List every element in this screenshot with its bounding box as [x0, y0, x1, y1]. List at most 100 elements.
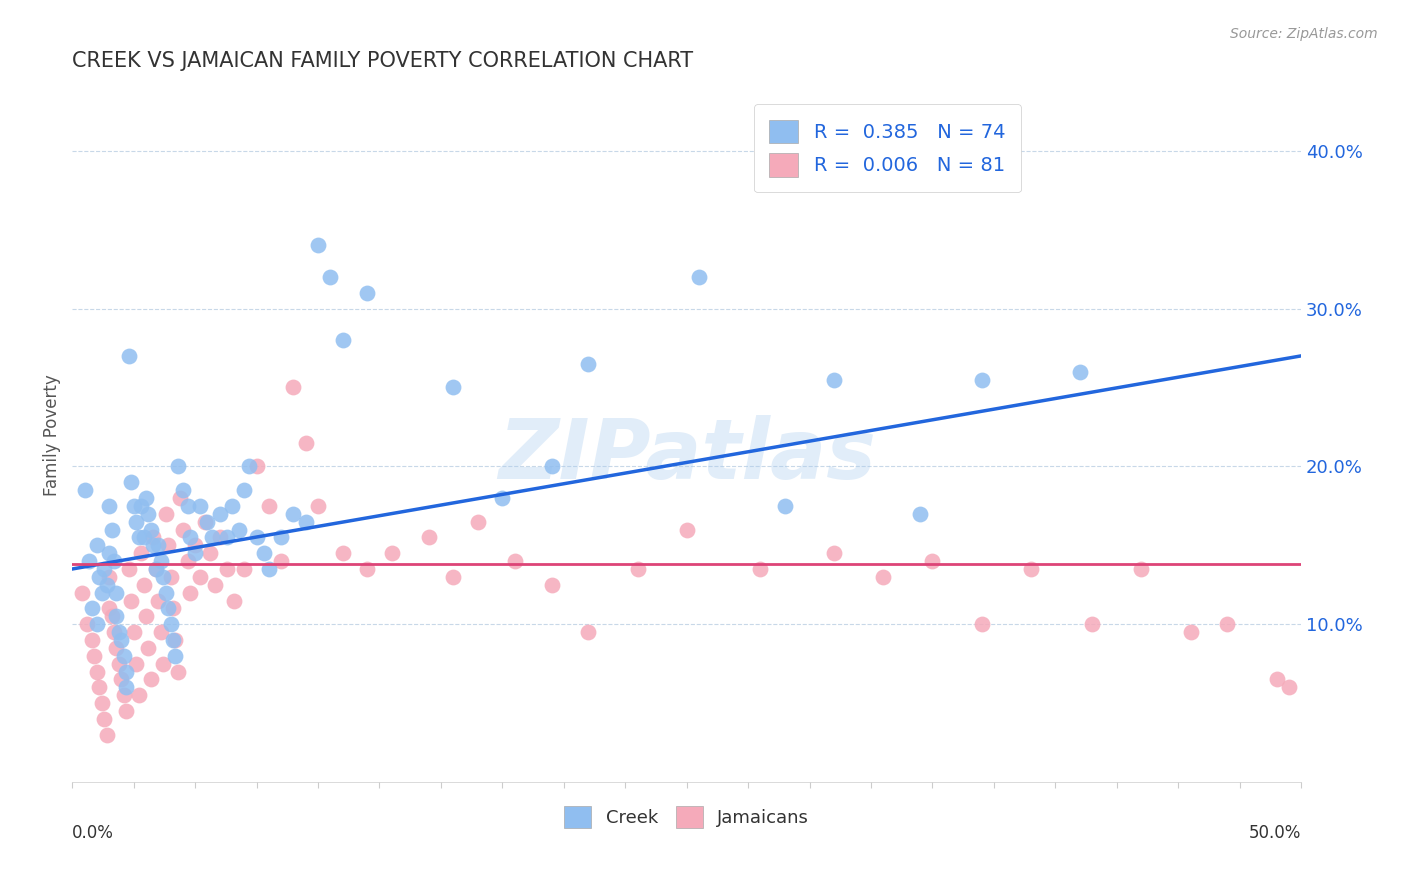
Point — [688, 269, 710, 284]
Point — [138, 640, 160, 655]
Point — [184, 538, 207, 552]
Point — [86, 538, 108, 552]
Point — [132, 530, 155, 544]
Point — [149, 554, 172, 568]
Point — [245, 530, 267, 544]
Point — [307, 238, 329, 252]
Y-axis label: Family Poverty: Family Poverty — [44, 374, 60, 496]
Point — [540, 578, 562, 592]
Point — [418, 530, 440, 544]
Point — [86, 617, 108, 632]
Point — [105, 640, 128, 655]
Point — [142, 530, 165, 544]
Point — [356, 562, 378, 576]
Point — [169, 491, 191, 505]
Point — [201, 530, 224, 544]
Point — [217, 562, 239, 576]
Point — [172, 483, 194, 497]
Point — [823, 546, 845, 560]
Point — [70, 585, 93, 599]
Point — [80, 633, 103, 648]
Point — [177, 499, 200, 513]
Point — [270, 530, 292, 544]
Point — [167, 459, 190, 474]
Legend: Creek, Jamaicans: Creek, Jamaicans — [557, 799, 817, 836]
Point — [135, 491, 157, 505]
Point — [152, 657, 174, 671]
Point — [100, 609, 122, 624]
Point — [228, 523, 250, 537]
Point — [152, 570, 174, 584]
Point — [103, 554, 125, 568]
Point — [110, 633, 132, 648]
Point — [356, 285, 378, 300]
Point — [179, 585, 201, 599]
Point — [115, 681, 138, 695]
Point — [120, 593, 142, 607]
Text: ZIPatlas: ZIPatlas — [498, 415, 876, 496]
Point — [122, 625, 145, 640]
Point — [921, 554, 943, 568]
Text: 50.0%: 50.0% — [1249, 824, 1301, 842]
Point — [675, 523, 697, 537]
Point — [194, 515, 217, 529]
Point — [872, 570, 894, 584]
Point — [108, 625, 131, 640]
Point — [125, 515, 148, 529]
Point — [79, 554, 101, 568]
Point — [83, 648, 105, 663]
Point — [576, 625, 599, 640]
Point — [257, 499, 280, 513]
Point — [135, 609, 157, 624]
Point — [245, 459, 267, 474]
Point — [970, 373, 993, 387]
Point — [503, 554, 526, 568]
Point — [132, 578, 155, 592]
Point — [381, 546, 404, 560]
Point — [1216, 617, 1239, 632]
Point — [283, 507, 305, 521]
Point — [149, 625, 172, 640]
Point — [129, 546, 152, 560]
Point — [145, 562, 167, 576]
Text: 0.0%: 0.0% — [72, 824, 114, 842]
Point — [86, 665, 108, 679]
Point — [467, 515, 489, 529]
Point — [90, 585, 112, 599]
Point — [120, 475, 142, 490]
Point — [89, 681, 111, 695]
Point — [162, 601, 184, 615]
Point — [98, 601, 121, 615]
Point — [1265, 673, 1288, 687]
Point — [224, 593, 246, 607]
Point — [155, 585, 177, 599]
Point — [773, 499, 796, 513]
Point — [148, 593, 170, 607]
Point — [157, 601, 180, 615]
Point — [238, 459, 260, 474]
Point — [253, 546, 276, 560]
Point — [332, 546, 354, 560]
Point — [125, 657, 148, 671]
Point — [96, 728, 118, 742]
Point — [115, 665, 138, 679]
Point — [233, 562, 256, 576]
Point — [145, 562, 167, 576]
Point — [970, 617, 993, 632]
Point — [93, 712, 115, 726]
Point — [142, 538, 165, 552]
Point — [491, 491, 513, 505]
Point — [89, 570, 111, 584]
Point — [823, 373, 845, 387]
Point — [115, 704, 138, 718]
Point — [177, 554, 200, 568]
Point — [908, 507, 931, 521]
Point — [103, 625, 125, 640]
Point — [1069, 365, 1091, 379]
Point — [441, 380, 464, 394]
Point — [1180, 625, 1202, 640]
Point — [98, 546, 121, 560]
Point — [188, 499, 211, 513]
Point — [122, 499, 145, 513]
Point — [294, 515, 316, 529]
